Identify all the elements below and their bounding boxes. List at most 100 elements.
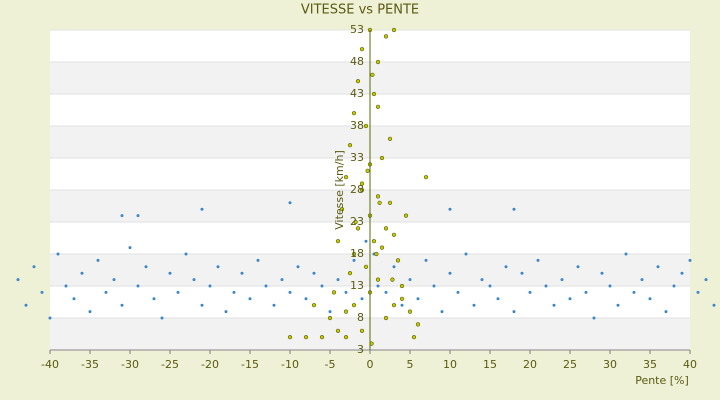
point xyxy=(365,168,370,173)
point xyxy=(512,310,516,314)
point xyxy=(411,335,417,340)
point xyxy=(391,232,397,237)
point xyxy=(256,258,260,262)
point xyxy=(347,143,353,148)
point xyxy=(327,315,333,321)
point xyxy=(395,258,401,263)
point xyxy=(351,111,357,116)
point xyxy=(632,290,636,294)
point xyxy=(359,328,365,333)
point xyxy=(208,284,212,288)
point xyxy=(568,297,572,301)
point xyxy=(576,265,580,269)
point xyxy=(512,207,516,211)
point xyxy=(384,290,388,294)
point xyxy=(379,155,385,161)
point xyxy=(288,290,292,294)
point xyxy=(336,278,340,282)
point xyxy=(383,315,389,321)
point xyxy=(351,303,357,308)
point xyxy=(288,201,292,205)
x-tick-label: -35 xyxy=(81,358,99,371)
point xyxy=(80,271,84,275)
point xyxy=(387,136,393,141)
x-tick-label: 40 xyxy=(683,358,697,371)
x-tick-label: -30 xyxy=(121,358,139,371)
point xyxy=(364,239,368,243)
point xyxy=(624,252,628,256)
point xyxy=(375,277,381,282)
x-tick-label: 35 xyxy=(643,358,657,371)
x-axis-label: Pente [%] xyxy=(635,374,689,387)
point xyxy=(375,59,381,65)
point xyxy=(370,72,375,77)
point xyxy=(343,175,349,180)
point xyxy=(552,303,556,307)
point xyxy=(64,284,68,288)
point xyxy=(392,265,396,269)
point xyxy=(464,252,468,256)
x-tick-label: 20 xyxy=(523,358,537,371)
point xyxy=(184,252,188,256)
point xyxy=(584,290,588,294)
point xyxy=(363,123,369,129)
point xyxy=(96,258,100,262)
x-tick-label: 0 xyxy=(367,358,374,371)
point xyxy=(16,278,20,282)
point xyxy=(432,284,436,288)
y-axis-label: Vitesse [km/h] xyxy=(333,150,346,230)
point xyxy=(399,296,405,301)
point xyxy=(328,310,332,314)
point xyxy=(377,200,382,205)
point xyxy=(343,335,349,340)
point xyxy=(504,265,508,269)
point xyxy=(303,335,309,340)
point xyxy=(351,251,357,257)
y-tick-label: 18 xyxy=(350,247,364,260)
point xyxy=(355,79,361,84)
point xyxy=(383,34,389,39)
point xyxy=(403,213,409,218)
chart-title: VITESSE vs PENTE xyxy=(301,3,419,18)
point xyxy=(520,271,524,275)
point xyxy=(353,219,358,225)
point xyxy=(216,265,220,269)
x-tick-label: 30 xyxy=(603,358,617,371)
x-tick-label: 15 xyxy=(483,358,497,371)
point xyxy=(311,303,317,308)
point xyxy=(400,303,404,307)
point xyxy=(72,297,76,301)
point xyxy=(287,335,293,340)
point xyxy=(536,258,540,262)
point xyxy=(379,245,385,250)
point xyxy=(359,47,365,52)
point xyxy=(176,290,180,294)
point xyxy=(56,252,60,256)
point xyxy=(339,207,345,212)
point xyxy=(120,303,124,307)
point xyxy=(648,297,652,301)
point xyxy=(224,310,228,314)
point xyxy=(424,258,428,262)
point xyxy=(440,310,444,314)
point xyxy=(391,27,397,33)
point xyxy=(448,271,452,275)
point xyxy=(399,283,405,289)
point xyxy=(152,297,156,301)
point xyxy=(144,265,148,269)
point xyxy=(672,284,676,288)
y-tick-label: 43 xyxy=(350,87,364,100)
point xyxy=(344,290,348,294)
point xyxy=(88,310,92,314)
point xyxy=(335,328,341,333)
point xyxy=(592,316,596,320)
point xyxy=(600,271,604,275)
point xyxy=(360,297,364,301)
point xyxy=(488,284,492,288)
point xyxy=(480,278,484,282)
point xyxy=(120,214,124,218)
point xyxy=(416,297,420,301)
point xyxy=(232,290,236,294)
x-tick-label: -15 xyxy=(241,358,259,371)
